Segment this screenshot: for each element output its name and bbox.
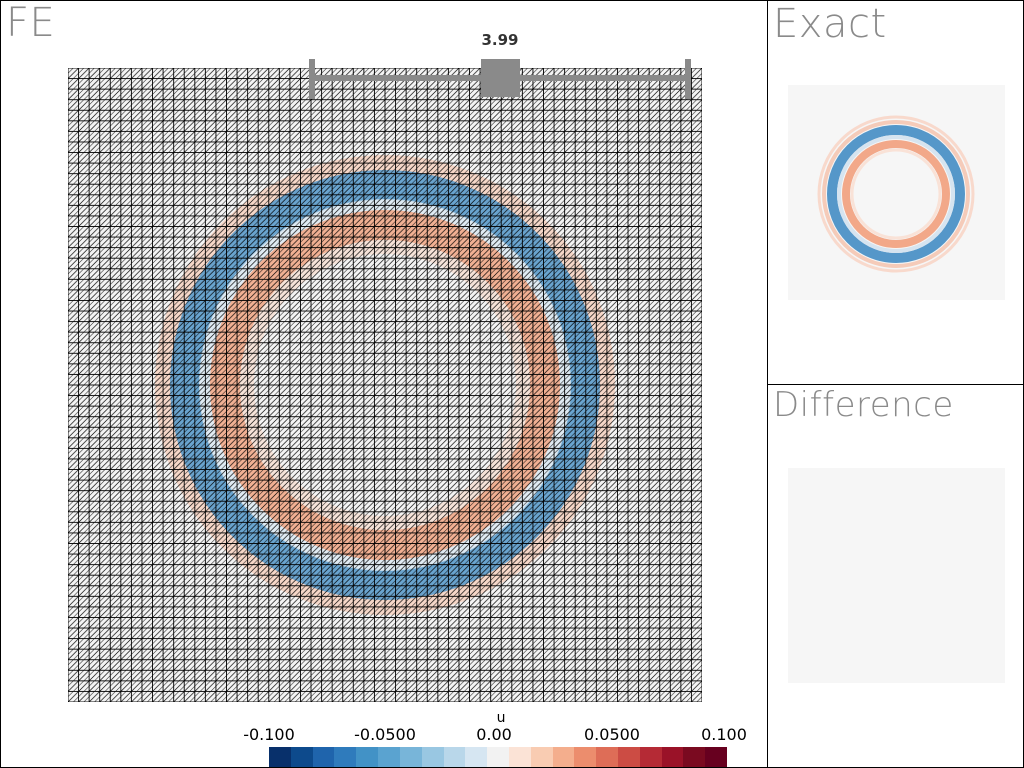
colorbar-swatch xyxy=(269,747,291,767)
difference-view-panel[interactable]: Difference xyxy=(767,384,1024,768)
colorbar-swatch xyxy=(508,747,531,767)
colorbar-swatch xyxy=(639,747,662,767)
exact-light-ring xyxy=(837,135,955,253)
colorbar-swatch xyxy=(465,747,488,767)
exact-field-plot[interactable] xyxy=(788,85,1005,300)
colorbar-swatch xyxy=(574,747,597,767)
colorbar-tick-label: -0.100 xyxy=(243,725,295,744)
difference-field-plot[interactable] xyxy=(788,468,1005,683)
colorbar-swatch xyxy=(399,747,422,767)
exact-positive-ring xyxy=(842,140,950,248)
difference-field-background xyxy=(788,468,1005,683)
colorbar-swatch xyxy=(596,747,618,767)
exact-inner-faint-ring xyxy=(850,148,942,240)
colorbar-swatch xyxy=(443,747,466,767)
colorbar-swatch xyxy=(683,747,706,767)
fe-panel-title: FE xyxy=(6,0,56,46)
colorbar-swatch xyxy=(661,747,684,767)
difference-panel-title: Difference xyxy=(773,385,954,425)
time-slider-end-cap xyxy=(685,59,691,99)
colorbar-swatch xyxy=(290,747,313,767)
colorbar-swatch xyxy=(378,747,400,767)
colorbar-swatch xyxy=(705,747,728,767)
colorbar-swatch xyxy=(334,747,357,767)
exact-outer-faint-ring xyxy=(817,115,975,273)
colorbar-tick-label: 0.00 xyxy=(476,725,512,744)
fe-mesh-plot[interactable] xyxy=(68,68,702,702)
exact-panel-title: Exact xyxy=(773,1,887,47)
colorbar-swatch xyxy=(530,747,553,767)
colorbar-title: u xyxy=(496,710,506,726)
exact-negative-ring xyxy=(827,125,965,263)
exact-view-panel[interactable]: Exact xyxy=(767,0,1024,385)
time-slider-value: 3.99 xyxy=(481,31,519,49)
fe-view-panel[interactable]: FE 3.99 u -0.100 -0.0500 0.00 0.0500 0.1… xyxy=(0,0,768,768)
colorbar-tick-label: 0.0500 xyxy=(584,725,640,744)
time-slider-start-cap xyxy=(309,59,315,99)
colorbar-swatch xyxy=(487,747,509,767)
colorbar-swatch xyxy=(312,747,335,767)
colorbar-swatch xyxy=(356,747,379,767)
colorbar-swatch xyxy=(618,747,640,767)
exact-outer-positive-ring xyxy=(822,120,970,268)
fe-triangle-mesh xyxy=(68,68,702,702)
colorbar-tick-label: 0.100 xyxy=(701,725,747,744)
colorbar-tick-label: -0.0500 xyxy=(354,725,416,744)
colorbar-swatch xyxy=(421,747,444,767)
time-slider-handle[interactable] xyxy=(481,59,520,97)
colorbar xyxy=(269,747,728,767)
colorbar-swatch xyxy=(552,747,575,767)
